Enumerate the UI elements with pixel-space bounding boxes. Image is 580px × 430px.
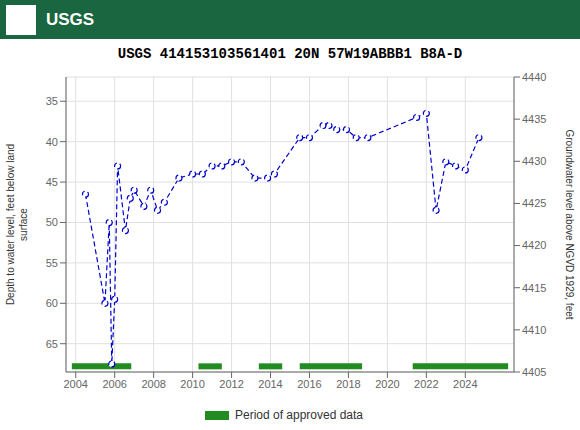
svg-text:2022: 2022 xyxy=(414,378,438,390)
svg-text:2020: 2020 xyxy=(375,378,399,390)
svg-text:4410: 4410 xyxy=(522,324,546,336)
svg-text:4430: 4430 xyxy=(522,155,546,167)
svg-text:40: 40 xyxy=(46,136,58,148)
svg-text:45: 45 xyxy=(46,176,58,188)
svg-text:2024: 2024 xyxy=(453,378,477,390)
svg-text:2018: 2018 xyxy=(336,378,360,390)
svg-text:4425: 4425 xyxy=(522,197,546,209)
svg-text:4405: 4405 xyxy=(522,366,546,378)
svg-text:Groundwater level above NGVD 1: Groundwater level above NGVD 1929, feet xyxy=(564,129,572,319)
svg-text:2012: 2012 xyxy=(219,378,243,390)
html-text:USGS 414153103561401 20N 57W19: USGS 414153103561401 20N 57W19ABBB1 B8A-… xyxy=(117,46,463,62)
svg-text:2004: 2004 xyxy=(63,378,87,390)
svg-text:2016: 2016 xyxy=(297,378,321,390)
svg-text:50: 50 xyxy=(46,216,58,228)
svg-text:55: 55 xyxy=(46,257,58,269)
svg-text:35: 35 xyxy=(46,95,58,107)
svg-text:4415: 4415 xyxy=(522,282,546,294)
svg-text:65: 65 xyxy=(46,338,58,350)
svg-text:4420: 4420 xyxy=(522,239,546,251)
svg-text:2008: 2008 xyxy=(141,378,165,390)
html-text:USGS: USGS xyxy=(46,9,95,29)
svg-text:2006: 2006 xyxy=(102,378,126,390)
svg-text:Depth to water level, feet bel: Depth to water level, feet below landsur… xyxy=(8,144,29,305)
svg-text:60: 60 xyxy=(46,297,58,309)
svg-text:4440: 4440 xyxy=(522,71,546,83)
html-text:Period of approved data: Period of approved data xyxy=(235,408,363,422)
svg-text:4435: 4435 xyxy=(522,113,546,125)
svg-text:2014: 2014 xyxy=(258,378,282,390)
svg-text:2010: 2010 xyxy=(180,378,204,390)
